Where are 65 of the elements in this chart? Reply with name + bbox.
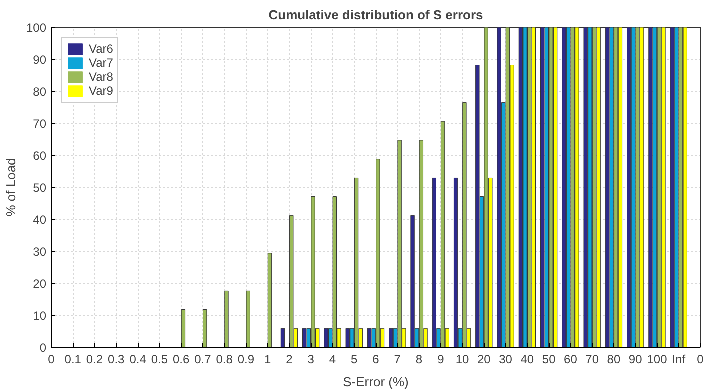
x-tick-label: 60 (564, 352, 578, 366)
chart-title: Cumulative distribution of S errors (268, 8, 484, 22)
x-tick-label: 0.3 (108, 352, 126, 366)
y-tick-label: 20 (33, 277, 47, 291)
x-tick-label: 0 (48, 352, 56, 366)
x-tick-label: 20 (477, 352, 492, 366)
bar (476, 65, 480, 348)
legend-label: Var7 (89, 56, 114, 70)
x-tick-label: 0.5 (151, 352, 168, 366)
bar (367, 328, 372, 348)
legend-label: Var8 (89, 70, 114, 84)
y-tick-label: 40 (33, 213, 47, 227)
x-tick-label: 50 (542, 352, 556, 366)
x-tick-label: 40 (520, 352, 534, 366)
bar (280, 328, 286, 348)
x-tick-label: 2 (286, 352, 294, 366)
bar (419, 140, 424, 348)
x-tick-label: 0.8 (216, 352, 234, 366)
y-tick-label: 50 (33, 181, 47, 195)
x-tick-label: 0.2 (86, 352, 104, 366)
x-axis-title: S-Error (%) (343, 374, 409, 390)
bar (389, 328, 394, 348)
x-tick-label: 6 (372, 352, 380, 366)
y-axis-title: % of Load (3, 158, 18, 217)
bar (324, 328, 328, 348)
y-tick-label: 30 (33, 245, 47, 259)
x-tick-label: 10 (456, 352, 470, 366)
x-tick-label: 1 (264, 352, 272, 366)
x-tick-label: 0.7 (194, 352, 212, 366)
x-tick-label: 30 (499, 352, 513, 366)
y-tick-label: 10 (33, 309, 47, 323)
x-tick-label: 0.4 (130, 352, 147, 366)
y-tick-label: 90 (33, 53, 47, 67)
x-tick-label: 100 (647, 352, 668, 366)
x-tick-label: 9 (438, 352, 445, 366)
x-tick-label: 4 (329, 352, 336, 366)
x-tick-label: 8 (416, 352, 423, 366)
bar (203, 309, 208, 348)
bar (268, 253, 272, 348)
bar (181, 309, 186, 348)
x-tick-label: 70 (586, 352, 600, 366)
y-tick-label: 100 (26, 21, 47, 35)
bar (440, 121, 446, 348)
legend-label: Var9 (89, 84, 114, 98)
x-tick-label: 0.1 (64, 352, 82, 366)
bar (224, 290, 229, 348)
x-tick-label: Inf (672, 352, 686, 366)
y-tick-label: 0 (40, 341, 47, 355)
y-tick-label: 80 (33, 85, 47, 99)
bar (302, 328, 307, 348)
y-tick-label: 70 (33, 117, 47, 131)
bar (290, 215, 294, 348)
x-tick-label: 3 (308, 352, 315, 366)
x-tick-label: 90 (628, 352, 643, 366)
bar (354, 178, 359, 348)
x-tick-label: 0.6 (172, 352, 190, 366)
bar (454, 178, 458, 348)
bar (246, 290, 250, 348)
x-tick-label: 5 (351, 352, 358, 366)
x-tick-label: 0.9 (238, 352, 255, 366)
x-tick-label: 0 (697, 352, 704, 366)
legend-label: Var6 (89, 42, 114, 56)
x-tick-label: 80 (607, 352, 621, 366)
y-tick-label: 60 (33, 149, 47, 163)
x-tick-label: 7 (394, 352, 402, 366)
